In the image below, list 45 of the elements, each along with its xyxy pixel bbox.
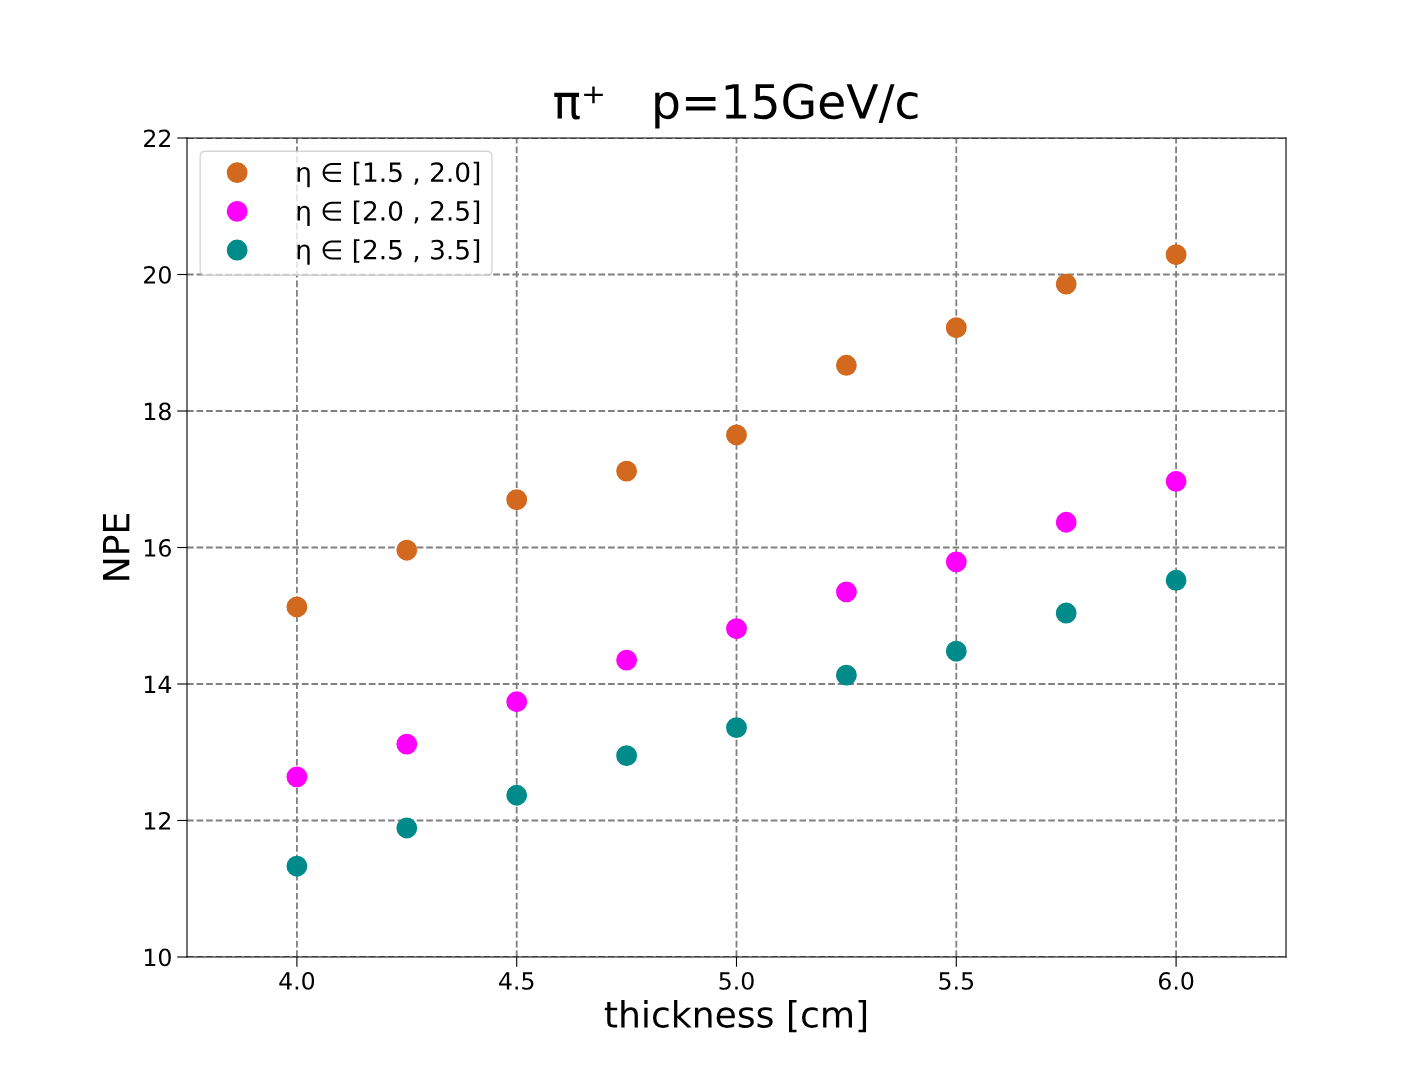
y-tick-label: 16	[144, 538, 171, 557]
point	[1165, 569, 1187, 591]
y-tick-label: 22	[144, 129, 171, 147]
y-axis-title: NPE	[102, 514, 130, 580]
point	[1165, 244, 1187, 266]
y-tick-label: 14	[144, 675, 172, 693]
point	[835, 664, 857, 686]
point	[396, 539, 418, 561]
x-tick-label: 4.5	[499, 972, 534, 990]
point	[726, 717, 747, 739]
point	[1055, 511, 1077, 533]
point	[726, 424, 747, 446]
point	[506, 784, 528, 806]
point	[1165, 470, 1187, 492]
point	[616, 460, 638, 482]
y-tick-label: 18	[144, 402, 171, 421]
point	[1055, 273, 1077, 295]
chart-title: π⁺ p=15GeV/c	[554, 83, 918, 129]
y-tick-label: 20	[144, 265, 171, 284]
point	[616, 745, 638, 767]
point	[286, 596, 308, 618]
x-tick-label: 4.0	[279, 972, 315, 990]
point	[835, 354, 857, 376]
point	[396, 817, 418, 839]
x-tick-label: 5.5	[939, 972, 974, 990]
y-tick-label: 12	[144, 811, 171, 830]
point	[1055, 602, 1077, 624]
point	[506, 489, 528, 511]
legend-label: η ∈ [1.5 , 2.0]	[297, 161, 480, 188]
point	[945, 640, 967, 662]
point	[726, 618, 747, 640]
x-axis-title: thickness [cm]	[604, 999, 867, 1033]
y-tick-label: 10	[144, 948, 171, 967]
x-tick-label: 5.0	[719, 972, 754, 990]
point	[945, 551, 967, 573]
point	[835, 581, 857, 603]
point	[286, 855, 308, 877]
x-tick-label: 6.0	[1158, 972, 1194, 990]
point	[945, 317, 967, 339]
legend-label: η ∈ [2.5 , 3.5]	[297, 239, 480, 265]
point	[616, 649, 638, 671]
point	[286, 766, 308, 788]
point	[506, 691, 528, 713]
legend-label: η ∈ [2.0 , 2.5]	[297, 200, 480, 227]
point	[396, 733, 418, 755]
